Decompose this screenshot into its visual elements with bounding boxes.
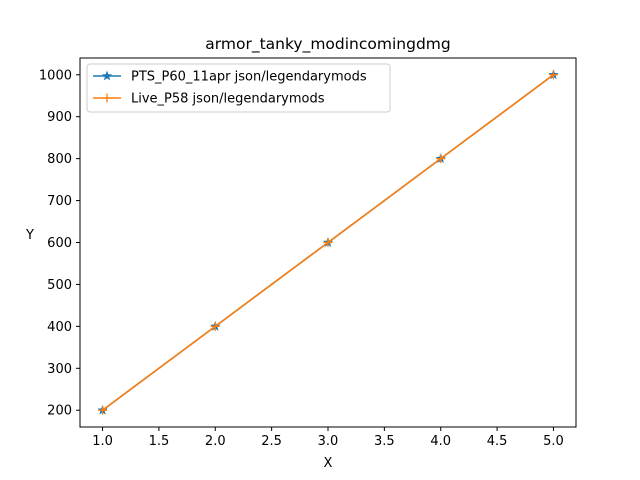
legend-item: Live_P58 json/legendarymods <box>93 92 325 107</box>
y-tick-label: 900 <box>47 110 72 125</box>
plus-marker <box>102 93 112 103</box>
y-tick-label: 600 <box>47 236 72 251</box>
y-tick-label: 200 <box>47 404 72 419</box>
y-axis-ticks: 200 300 400 500 600 700 800 900 1000 <box>39 68 80 419</box>
y-tick-label: 1000 <box>39 68 72 83</box>
star-marker <box>101 70 113 81</box>
legend-label: PTS_P60_11apr json/legendarymods <box>131 70 367 85</box>
x-tick-label: 3.5 <box>374 434 395 449</box>
plus-marker <box>323 238 333 247</box>
plus-marker <box>98 405 108 415</box>
x-axis-label: X <box>324 456 333 471</box>
y-tick-label: 300 <box>47 362 72 377</box>
series-layer <box>97 69 559 415</box>
y-tick-label: 700 <box>47 194 72 209</box>
y-tick-label: 500 <box>47 278 72 293</box>
legend-box <box>86 63 391 113</box>
legend-item: PTS_P60_11apr json/legendarymods <box>93 70 367 85</box>
legend-label: Live_P58 json/legendarymods <box>131 92 325 107</box>
plus-marker <box>436 154 446 164</box>
x-tick-label: 2.5 <box>261 434 282 449</box>
plus-marker <box>210 321 220 331</box>
x-tick-label: 2.0 <box>205 434 226 449</box>
x-tick-label: 1.0 <box>92 434 113 449</box>
plus-marker <box>548 70 558 80</box>
x-tick-label: 1.5 <box>149 434 170 449</box>
y-tick-label: 800 <box>47 152 72 167</box>
x-axis-ticks: 1.0 1.5 2.0 2.5 3.0 3.5 4.0 4.5 5.0 <box>92 427 564 449</box>
y-axis-label: Y <box>25 228 34 243</box>
legend: PTS_P60_11apr json/legendarymods Live_P58… <box>86 63 391 113</box>
x-tick-label: 4.0 <box>430 434 451 449</box>
y-tick-label: 400 <box>47 320 72 335</box>
x-tick-label: 3.0 <box>318 434 339 449</box>
series-2 <box>98 70 558 415</box>
chart-title: armor_tanky_modincomingdmg <box>205 35 450 54</box>
x-tick-label: 5.0 <box>543 434 564 449</box>
x-tick-label: 4.5 <box>487 434 508 449</box>
